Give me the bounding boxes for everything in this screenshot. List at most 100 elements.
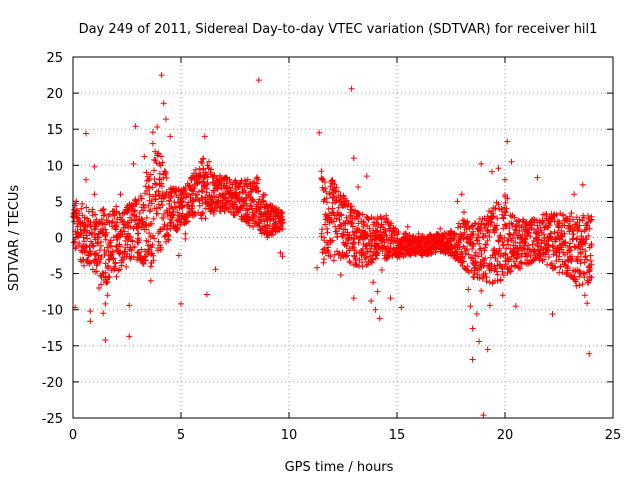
x-axis-label: GPS time / hours xyxy=(285,460,394,475)
data-point xyxy=(217,172,223,179)
data-point xyxy=(561,251,568,258)
data-point xyxy=(235,209,242,216)
data-point xyxy=(348,203,355,210)
data-point xyxy=(376,315,383,322)
data-point xyxy=(99,206,106,213)
data-point xyxy=(387,240,394,247)
data-point xyxy=(473,259,480,266)
data-point xyxy=(102,236,109,243)
data-point xyxy=(348,85,355,92)
data-point xyxy=(108,237,114,244)
data-point xyxy=(497,232,504,239)
data-point xyxy=(120,218,127,225)
data-point xyxy=(145,202,152,209)
data-point xyxy=(262,192,269,198)
data-point xyxy=(179,198,186,205)
data-point xyxy=(525,242,532,249)
data-point xyxy=(114,216,121,223)
data-point xyxy=(93,268,100,275)
data-point xyxy=(264,234,271,241)
data-point xyxy=(568,258,575,265)
data-point xyxy=(336,216,343,223)
data-point xyxy=(467,303,474,310)
data-point xyxy=(574,235,581,242)
data-point xyxy=(83,176,89,183)
data-point xyxy=(322,221,329,228)
data-point xyxy=(262,216,269,223)
data-point xyxy=(350,295,357,302)
data-point xyxy=(146,208,153,215)
data-point xyxy=(482,241,489,248)
data-point xyxy=(244,176,251,183)
data-point xyxy=(584,300,591,307)
data-point xyxy=(250,223,257,230)
data-point xyxy=(234,205,241,212)
data-point xyxy=(135,249,142,256)
data-point xyxy=(102,300,109,307)
data-point xyxy=(549,311,556,317)
data-point xyxy=(156,176,163,183)
plot-frame xyxy=(72,56,614,419)
data-point xyxy=(577,260,584,267)
data-point xyxy=(255,176,262,183)
data-point xyxy=(255,219,262,226)
data-point xyxy=(522,236,529,243)
data-point xyxy=(109,218,116,225)
data-point xyxy=(579,281,586,288)
data-point xyxy=(461,209,467,216)
data-point xyxy=(553,252,560,259)
x-tick-label: 20 xyxy=(497,428,514,443)
data-point xyxy=(501,234,508,241)
data-point xyxy=(335,251,342,258)
data-point xyxy=(126,333,133,340)
data-point xyxy=(576,216,583,223)
data-point xyxy=(161,223,168,230)
data-point xyxy=(511,214,518,221)
data-point xyxy=(469,232,476,239)
data-point xyxy=(491,229,498,236)
data-point xyxy=(160,100,167,107)
data-point xyxy=(484,346,491,353)
data-point xyxy=(370,279,377,286)
data-point xyxy=(146,185,153,192)
data-point xyxy=(133,213,140,220)
data-point xyxy=(127,223,134,230)
data-point xyxy=(96,259,103,266)
data-point xyxy=(147,171,154,178)
data-point xyxy=(331,212,338,219)
data-point xyxy=(91,226,98,233)
data-point xyxy=(475,231,481,238)
data-point xyxy=(538,227,545,234)
data-point xyxy=(470,228,476,235)
data-point xyxy=(459,253,466,260)
data-point xyxy=(278,223,285,230)
data-point xyxy=(470,255,477,262)
data-point xyxy=(505,241,512,248)
data-point xyxy=(198,211,205,217)
data-point xyxy=(489,168,495,175)
data-point xyxy=(534,222,541,229)
data-point xyxy=(320,198,327,205)
data-point xyxy=(486,233,493,240)
data-point xyxy=(227,184,234,191)
data-point xyxy=(106,274,113,281)
data-point xyxy=(150,215,157,222)
data-point xyxy=(177,221,184,228)
data-point xyxy=(250,198,257,205)
data-point xyxy=(105,262,111,269)
data-point xyxy=(96,234,102,241)
data-point xyxy=(527,253,534,260)
data-point xyxy=(208,166,215,173)
data-point xyxy=(581,271,588,277)
data-point xyxy=(196,188,202,195)
axis-ticks: 0 5 10 15 20 25 -25 -20 -15 -10 -5 0 5 10 15 20 25 xyxy=(42,51,622,443)
data-point xyxy=(398,304,405,311)
data-point xyxy=(116,241,123,248)
data-point xyxy=(161,168,168,175)
data-point xyxy=(359,211,366,218)
data-point xyxy=(139,218,146,225)
data-point xyxy=(163,174,170,181)
data-point xyxy=(319,249,326,256)
data-point xyxy=(586,350,593,357)
data-point xyxy=(493,268,500,275)
